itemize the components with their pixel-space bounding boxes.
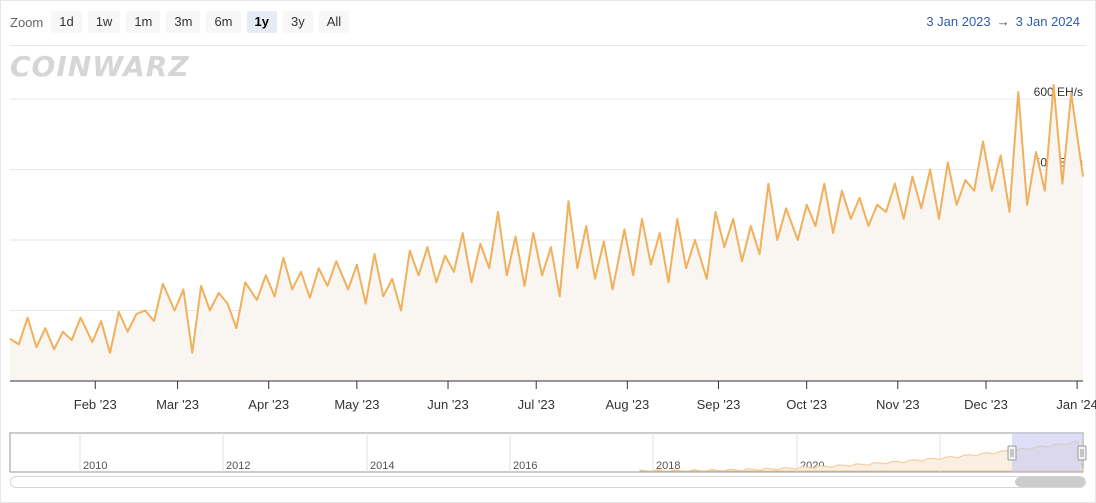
range-from-date[interactable]: 3 Jan 2023 xyxy=(926,14,991,29)
x-tick-label: Feb '23 xyxy=(74,397,117,412)
x-tick-label: May '23 xyxy=(334,397,379,412)
zoom-button-1d[interactable]: 1d xyxy=(51,11,82,33)
range-arrow-icon: → xyxy=(996,14,1010,29)
navigator-year-label: 2012 xyxy=(226,460,250,472)
date-range: 3 Jan 2023 → 3 Jan 2024 xyxy=(926,14,1080,29)
coinwarz-logo: COINWARZ xyxy=(10,50,190,83)
scrollbar[interactable] xyxy=(10,476,1086,488)
hashrate-series-line[interactable] xyxy=(9,84,1084,354)
zoom-button-1m[interactable]: 1m xyxy=(126,11,161,33)
x-tick-label: Apr '23 xyxy=(248,397,289,412)
header-divider xyxy=(10,45,1086,46)
x-tick-label: Jul '23 xyxy=(518,397,555,412)
x-tick-label: Aug '23 xyxy=(605,397,649,412)
scrollbar-thumb[interactable] xyxy=(1015,477,1085,487)
range-to-date[interactable]: 3 Jan 2024 xyxy=(1015,14,1080,29)
x-tick-label: Dec '23 xyxy=(964,397,1008,412)
x-tick-label: Oct '23 xyxy=(786,397,827,412)
x-tick-label: Jan '24 xyxy=(1056,397,1096,412)
navigator-year-label: 2016 xyxy=(513,460,537,472)
x-tick-label: Jun '23 xyxy=(427,397,469,412)
zoom-button-6m[interactable]: 6m xyxy=(206,11,241,33)
zoom-button-1y[interactable]: 1y xyxy=(246,11,277,33)
zoom-button-3m[interactable]: 3m xyxy=(166,11,201,33)
x-tick-label: Mar '23 xyxy=(156,397,199,412)
x-tick-label: Sep '23 xyxy=(697,397,741,412)
navigator-year-label: 2018 xyxy=(656,460,680,472)
zoom-label: Zoom xyxy=(10,14,44,30)
navigator-left-handle[interactable] xyxy=(1007,445,1017,461)
navigator-right-handle[interactable] xyxy=(1077,445,1087,461)
zoom-bar: Zoom 1d 1w 1m 3m 6m 1y 3y All xyxy=(10,11,350,33)
navigator-selection[interactable] xyxy=(1012,433,1082,472)
zoom-button-1w[interactable]: 1w xyxy=(87,11,121,33)
y-tick-label: 600 EH/s xyxy=(1034,85,1083,99)
navigator-year-label: 2010 xyxy=(83,460,107,472)
navigator-year-label: 2014 xyxy=(370,460,394,472)
zoom-button-all[interactable]: All xyxy=(318,11,350,33)
x-tick-label: Nov '23 xyxy=(876,397,920,412)
hashrate-area xyxy=(10,85,1083,381)
zoom-button-3y[interactable]: 3y xyxy=(282,11,313,33)
